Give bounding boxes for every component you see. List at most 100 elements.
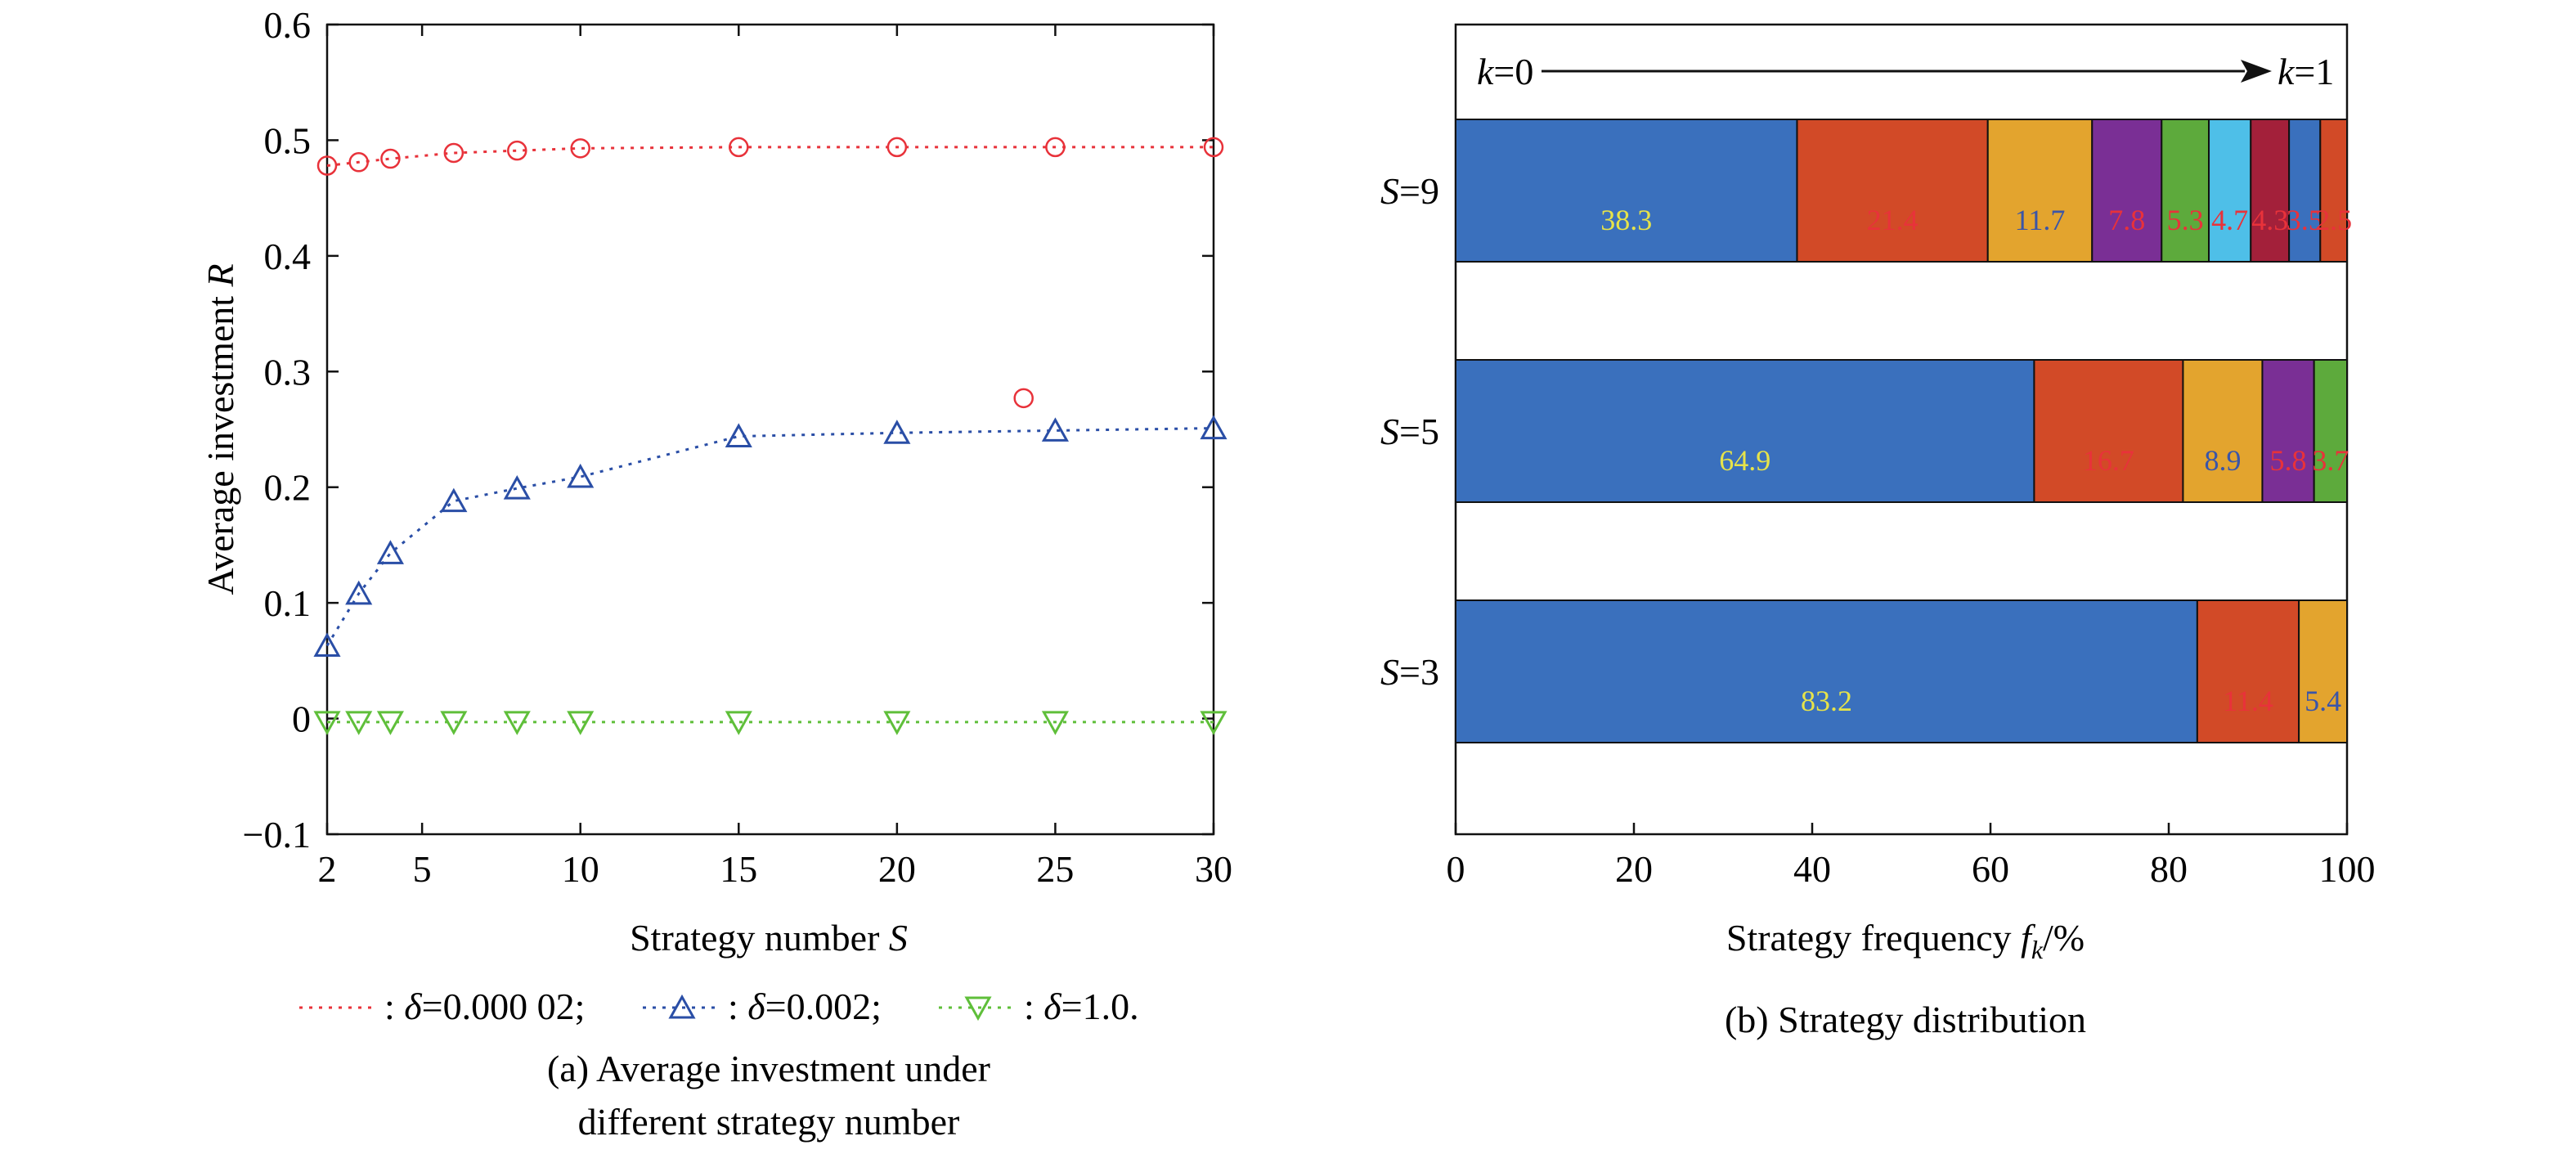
bar-segment bbox=[2250, 119, 2291, 263]
panel-b-strategy-distribution: 0 20 40 60 80 100 S=9 38.3 21.4 11.7 7.8 5.3 4.7 4.3… bbox=[1380, 23, 2376, 1040]
y-tick-label: 0.4 bbox=[264, 236, 312, 277]
bar-segment bbox=[2196, 599, 2300, 743]
y-tick-label: 0.5 bbox=[264, 119, 312, 161]
y-category-label: S=5 bbox=[1380, 411, 1439, 452]
bar-value-label: 83.2 bbox=[1801, 685, 1852, 717]
legend-label-series-2: : δ=0.002; bbox=[728, 986, 882, 1027]
legend-item-series-2: : δ=0.002; bbox=[643, 986, 882, 1027]
data-point-triangle-up bbox=[440, 487, 468, 513]
data-point-triangle-down bbox=[376, 711, 404, 735]
series-line-2 bbox=[325, 427, 1214, 647]
bar-segment bbox=[2298, 599, 2348, 743]
x-tick-label: 100 bbox=[2319, 848, 2376, 890]
data-point-triangle-up bbox=[503, 475, 531, 500]
x-tick-label: 0 bbox=[1447, 848, 1465, 890]
panel-a-caption: (a) Average investment under bbox=[547, 1048, 990, 1089]
bar-value-label: 3.5 bbox=[2287, 204, 2323, 236]
bar-segment bbox=[2313, 359, 2348, 503]
data-point-circle bbox=[443, 142, 464, 164]
bar-value-label: 7.8 bbox=[2108, 204, 2145, 236]
panel-a-ticks: 2 5 10 15 20 25 30−0.100.10.20.30.40.50.6 bbox=[243, 4, 1232, 890]
y-tick-label: 0.2 bbox=[264, 467, 312, 509]
x-tick-label: 10 bbox=[562, 848, 599, 890]
bar-segment bbox=[2208, 119, 2252, 263]
x-tick-label: 20 bbox=[1615, 848, 1653, 890]
y-tick-label: 0 bbox=[292, 698, 311, 740]
legend-item-series-3: : δ=1.0. bbox=[939, 986, 1139, 1027]
panel-a-series bbox=[313, 137, 1227, 735]
y-category-label: S=3 bbox=[1380, 651, 1439, 693]
x-tick-label: 5 bbox=[413, 848, 432, 890]
bar-value-label: 5.3 bbox=[2167, 204, 2204, 236]
x-tick-label: 25 bbox=[1036, 848, 1074, 890]
y-tick-label: −0.1 bbox=[243, 814, 311, 855]
bar-segment bbox=[2161, 119, 2210, 263]
x-tick-label: 40 bbox=[1793, 848, 1831, 890]
panel-a-y-axis-label: Average investment R bbox=[200, 263, 241, 595]
bar-segment bbox=[2033, 359, 2184, 503]
data-point-triangle-down bbox=[1200, 711, 1227, 735]
x-tick-label: 60 bbox=[1972, 848, 2009, 890]
data-point-triangle-up bbox=[567, 463, 595, 488]
arrow-left-label: k=0 bbox=[1477, 51, 1533, 92]
data-point-circle bbox=[886, 137, 908, 158]
bar-segment bbox=[2288, 119, 2322, 263]
legend-marker-triangle-down bbox=[964, 996, 992, 1022]
bar-segment bbox=[1455, 359, 2035, 503]
data-point-triangle-up bbox=[1041, 417, 1069, 442]
bar-segment bbox=[2182, 359, 2264, 503]
bar-value-label: 11.7 bbox=[2015, 204, 2066, 236]
bar-value-label: 5.4 bbox=[2304, 685, 2341, 717]
data-point-circle bbox=[507, 140, 527, 161]
k-direction-arrow: k=0 k=1 bbox=[1477, 51, 2334, 92]
arrow-right-label: k=1 bbox=[2278, 51, 2334, 92]
data-point-triangle-down bbox=[440, 711, 468, 735]
data-point-triangle-up bbox=[345, 580, 373, 605]
data-point-circle bbox=[1203, 137, 1224, 158]
data-point-triangle-up bbox=[313, 632, 341, 657]
panel-b-ticks: 0 20 40 60 80 100 bbox=[1447, 823, 2376, 890]
bar-value-label: 38.3 bbox=[1600, 204, 1652, 236]
data-point-triangle-down bbox=[883, 711, 911, 735]
bar-value-label: 2.5 bbox=[2315, 204, 2352, 236]
y-category-label: S=9 bbox=[1380, 170, 1439, 212]
bar-segment bbox=[2261, 359, 2315, 503]
bar-value-label: 11.4 bbox=[2223, 685, 2273, 717]
data-point-triangle-down bbox=[503, 711, 531, 735]
bar-segment bbox=[2319, 119, 2349, 263]
y-tick-label: 0.6 bbox=[264, 4, 312, 46]
bar-segment bbox=[1455, 119, 1798, 263]
data-point-circle bbox=[380, 148, 401, 169]
data-point-triangle-down bbox=[313, 711, 341, 735]
data-point-triangle-up bbox=[725, 423, 752, 447]
legend-item-series-1: : δ=0.000 02; bbox=[299, 986, 585, 1027]
panel-a-caption-line-2: different strategy number bbox=[578, 1101, 960, 1143]
bar-value-label: 5.8 bbox=[2270, 444, 2307, 477]
y-tick-label: 0.1 bbox=[264, 582, 312, 624]
bar-segment bbox=[1455, 599, 2198, 743]
bar-segment bbox=[1796, 119, 1989, 263]
legend-label-series-1: : δ=0.000 02; bbox=[384, 986, 585, 1027]
bar-segment bbox=[2091, 119, 2163, 263]
data-point-triangle-down bbox=[725, 711, 752, 735]
panel-a-average-investment: 2 5 10 15 20 25 30−0.100.10.20.30.40.50.6 Stra… bbox=[200, 4, 1232, 1143]
data-point-triangle-up bbox=[883, 420, 911, 444]
panel-b-caption: (b) Strategy distribution bbox=[1725, 999, 2086, 1040]
x-tick-label: 20 bbox=[878, 848, 916, 890]
legend-marker-triangle-up bbox=[668, 994, 696, 1019]
bar-value-label: 4.3 bbox=[2251, 204, 2288, 236]
bar-value-label: 64.9 bbox=[1719, 444, 1770, 477]
stray-circle-marker bbox=[1013, 388, 1034, 409]
y-tick-label: 0.3 bbox=[264, 351, 312, 393]
legend-label-series-3: : δ=1.0. bbox=[1024, 986, 1139, 1027]
bar-value-label: 4.7 bbox=[2211, 204, 2248, 236]
data-point-triangle-down bbox=[1041, 711, 1069, 735]
data-point-circle bbox=[348, 152, 369, 173]
data-point-triangle-up bbox=[1200, 415, 1227, 440]
data-point-circle bbox=[570, 138, 590, 159]
bar-value-label: 21.4 bbox=[1867, 204, 1919, 236]
data-point-triangle-down bbox=[567, 711, 595, 735]
data-point-circle bbox=[1045, 137, 1066, 158]
x-tick-label: 30 bbox=[1195, 848, 1232, 890]
data-point-circle bbox=[729, 137, 749, 158]
